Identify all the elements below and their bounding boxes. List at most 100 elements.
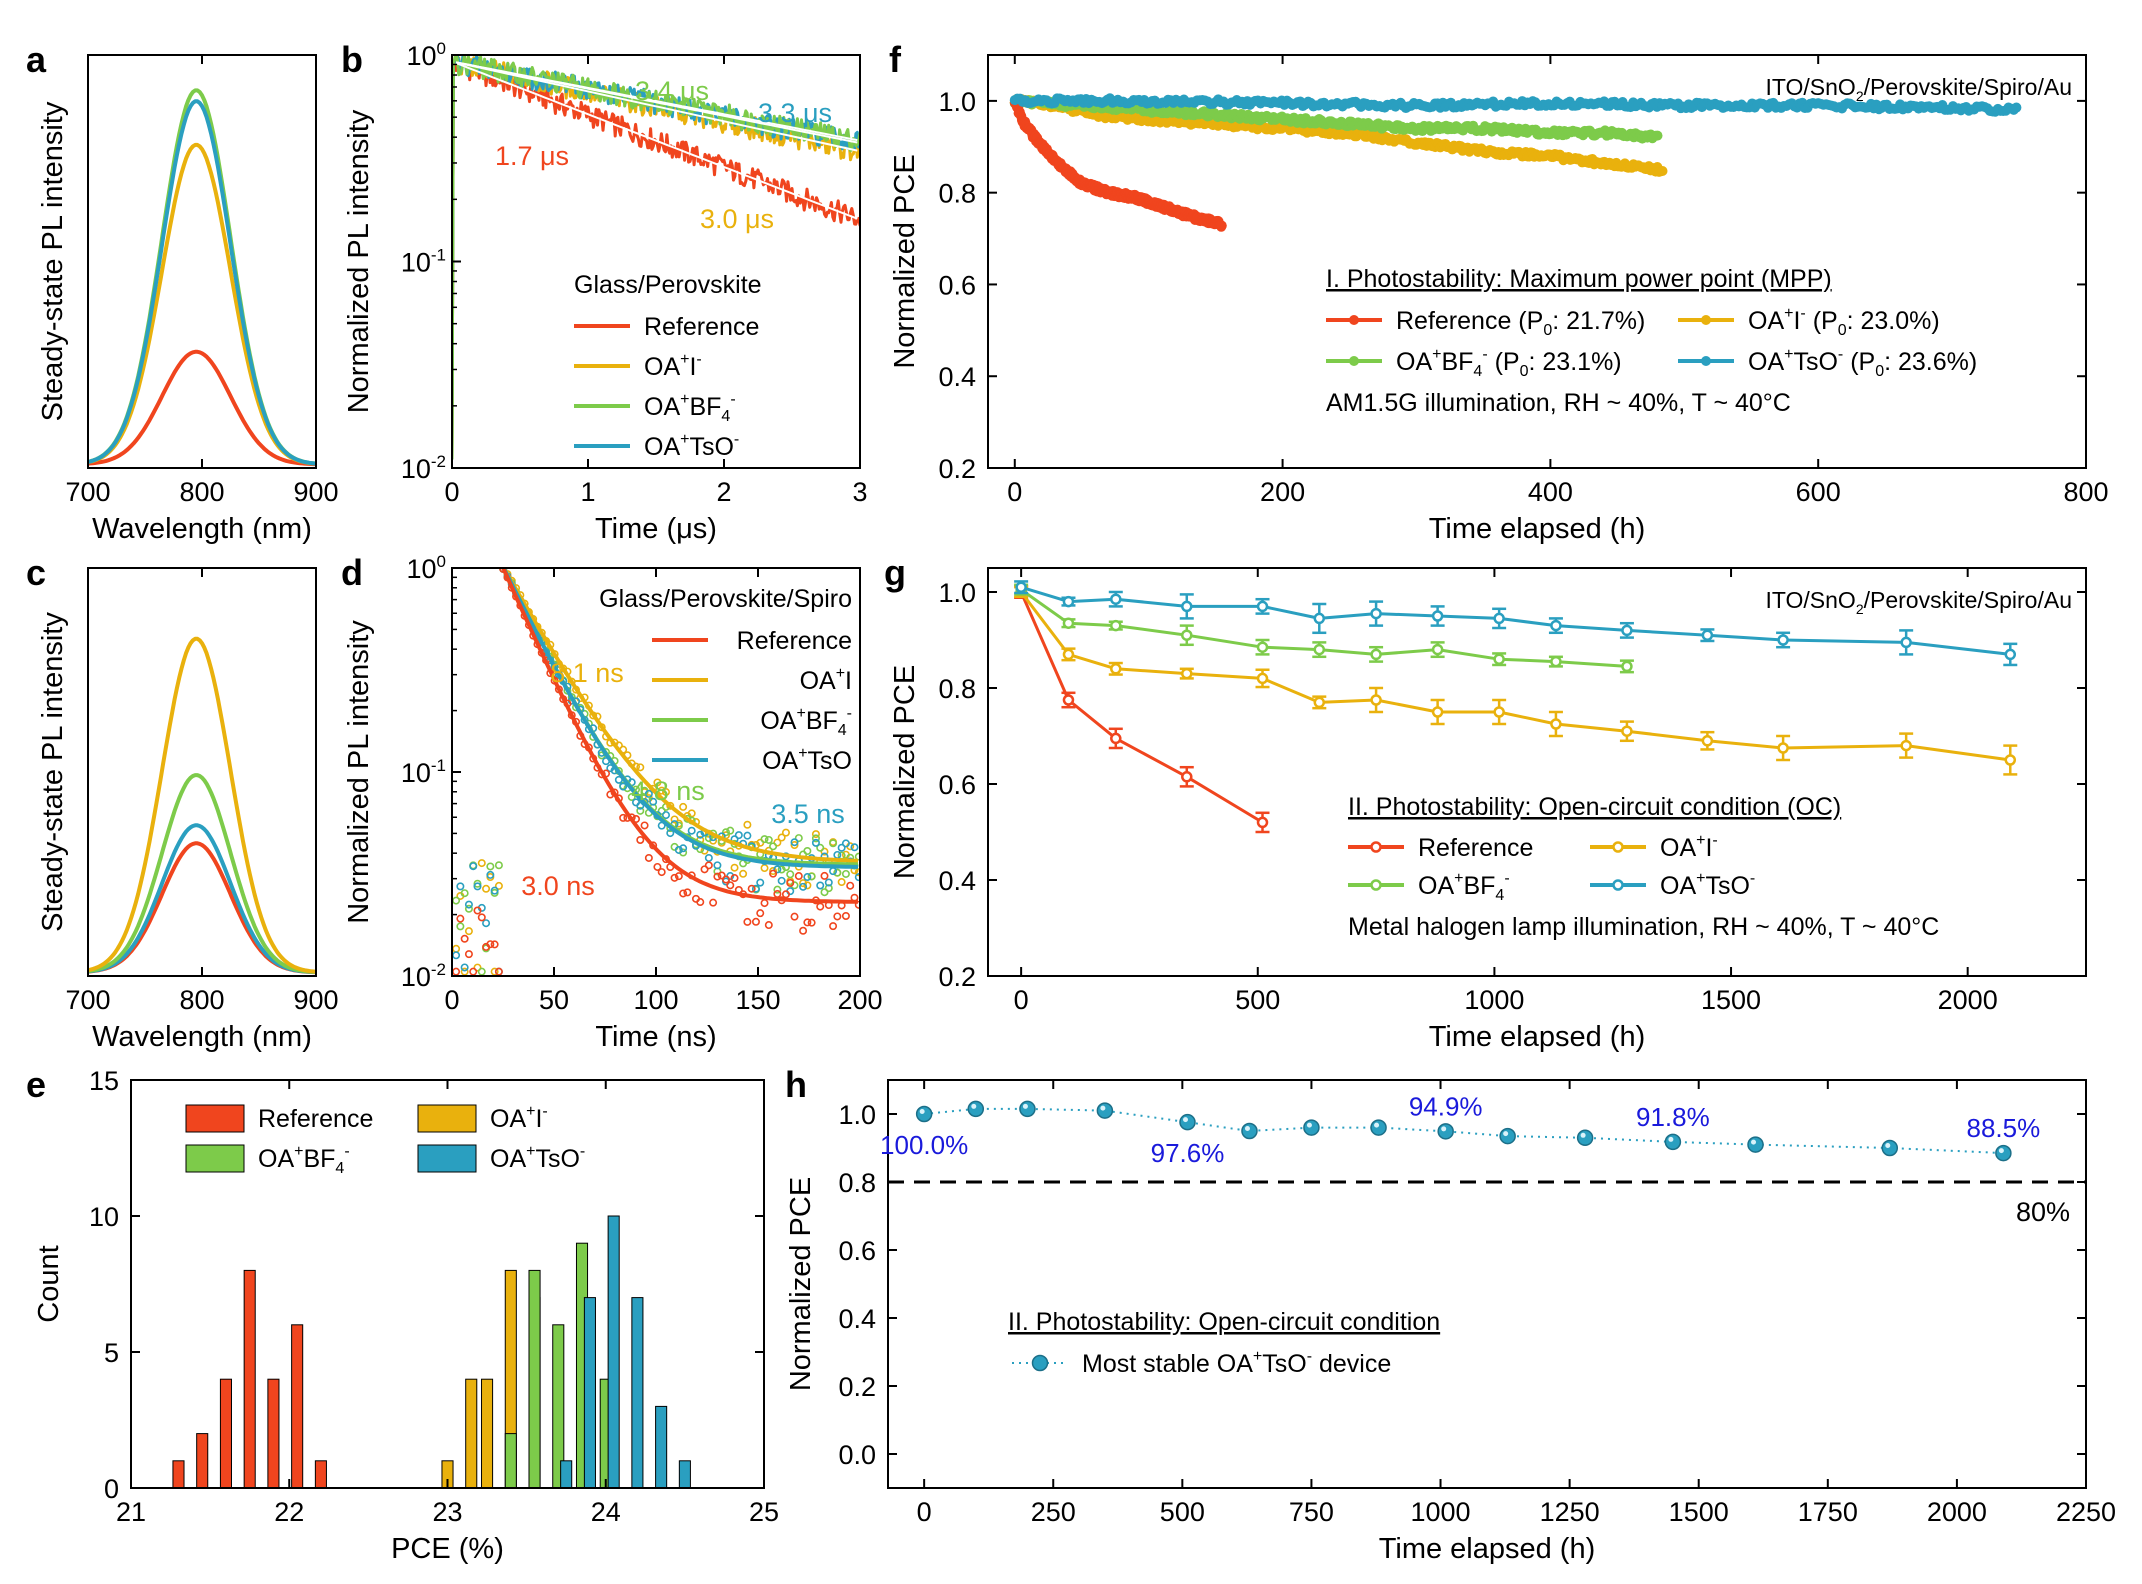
chart-panel-e: 21 22 23 24 25 0 5 10 15 PCE (%) Count e Reference OA…	[26, 1064, 779, 1565]
decay-point	[820, 871, 829, 880]
decay-point	[666, 829, 675, 838]
text-part: OA	[1748, 348, 1784, 376]
text-part: 4	[1473, 363, 1482, 380]
decay-point	[743, 820, 752, 829]
x-axis-label: Time elapsed (h)	[1429, 513, 1646, 545]
y-tick-label: 0.2	[938, 454, 976, 484]
decay-point	[713, 861, 722, 870]
decay-point	[640, 821, 649, 830]
legend-entry: OA+​BF4​-​	[644, 391, 736, 425]
text-part: OA	[490, 1145, 526, 1173]
fit-line	[455, 62, 858, 220]
y-tick-label: 5	[104, 1338, 119, 1368]
text-part: +	[1253, 1348, 1262, 1365]
legend-swatch	[417, 1144, 477, 1173]
data-point	[1701, 735, 1714, 747]
histogram-bar	[560, 1460, 573, 1488]
histogram-bar	[465, 1378, 478, 1488]
chart-panel-h: 0 250 500 750 1000 1250 1500 1750 2000 2250 0.0 0.2…	[785, 1064, 2116, 1565]
x-axis-label: Time (ns)	[595, 1021, 716, 1053]
x-tick-label: 0	[444, 477, 459, 507]
y-tick-label: 100​	[406, 39, 446, 71]
x-tick-label: 2250	[2056, 1497, 2116, 1527]
legend-title: Glass/Perovskite	[574, 271, 762, 299]
lifetime-label: 3.5 ns	[771, 799, 845, 829]
x-tick-label: 1750	[1798, 1497, 1858, 1527]
panel-letter: f	[889, 39, 902, 80]
decay-point	[739, 869, 748, 878]
histogram-bar	[267, 1378, 280, 1488]
y-axis-label: Normalized PL intensity	[343, 620, 375, 924]
histogram-bar	[631, 1297, 644, 1488]
decay-point	[696, 830, 705, 839]
decay-point	[803, 881, 812, 890]
decay-point	[760, 864, 769, 873]
value-annotation: 100.0%	[880, 1130, 968, 1160]
chart-panel-c: 700 800 900 Wavelength (nm) Steady-state PL …	[26, 552, 339, 1053]
text-part: OA	[1660, 872, 1696, 900]
text-part: (P	[1843, 348, 1875, 376]
decay-point	[636, 835, 645, 844]
y-tick-label: 0.4	[838, 1304, 876, 1334]
text-part: OA	[1396, 348, 1432, 376]
decay-point	[679, 802, 688, 811]
text-part: +	[796, 705, 805, 722]
data-point	[1062, 595, 1075, 608]
legend-marker	[1612, 841, 1624, 853]
decay-point	[657, 786, 666, 795]
plot-area	[888, 1100, 2086, 1184]
text-part: Reference	[644, 313, 759, 341]
x-axis-label: Wavelength (nm)	[92, 513, 312, 545]
text-part: -	[1307, 1348, 1312, 1365]
y-tick-label: 15	[89, 1066, 119, 1096]
mpp-point	[1652, 130, 1663, 141]
decay-point	[687, 809, 696, 818]
text-part: +	[1454, 870, 1463, 887]
decay-point	[803, 846, 812, 855]
decay-point	[730, 874, 739, 883]
decay-point	[764, 921, 773, 930]
decay-point	[781, 890, 790, 899]
data-point	[1313, 612, 1326, 625]
legend-label: OA+​BF4​-​	[760, 705, 852, 739]
text-part: OA	[258, 1145, 294, 1173]
data-point	[2004, 648, 2017, 661]
legend-title: II. Photostability: Open-circuit conditi…	[1008, 1308, 1440, 1336]
text-part: 0	[1520, 363, 1529, 380]
decay-point	[781, 828, 790, 837]
decay-point	[803, 873, 812, 882]
decay-point	[452, 896, 461, 905]
text-part: : 21.7%)	[1552, 307, 1645, 335]
decay-point	[490, 967, 499, 976]
pl-spectrum-line	[88, 349, 316, 467]
text-part: I	[845, 667, 852, 695]
panel-letter: b	[341, 39, 363, 80]
text-part: OA	[490, 1105, 526, 1133]
x-tick-label: 1	[580, 477, 595, 507]
decay-point	[769, 867, 778, 876]
y-axis-label: Count	[33, 1245, 65, 1322]
data-point	[1019, 1100, 1036, 1118]
decay-point	[794, 834, 803, 843]
text-part: II. Photostability: Open-circuit conditi…	[1008, 1308, 1440, 1336]
text-part: +	[680, 351, 689, 368]
lifetime-label: 8.1 ns	[550, 658, 624, 688]
panel-letter: c	[26, 552, 46, 593]
decay-point	[837, 878, 846, 887]
histogram-bar	[504, 1433, 517, 1488]
legend-label: OA+​TsO-​ (P0​: 23.6%)	[1748, 346, 1977, 380]
data-point	[1437, 1123, 1454, 1140]
x-tick-label: 24	[591, 1497, 621, 1527]
decay-point	[747, 884, 756, 893]
data-point	[1256, 641, 1269, 653]
text-part: -	[580, 1143, 585, 1160]
decay-point	[679, 844, 688, 853]
decay-point	[721, 828, 730, 837]
histogram-bar	[291, 1324, 304, 1488]
text-part: 10	[401, 962, 431, 992]
mpp-point	[1216, 220, 1227, 231]
decay-point	[653, 862, 662, 871]
text-part: -2	[431, 960, 446, 979]
text-part: 0	[437, 39, 446, 58]
